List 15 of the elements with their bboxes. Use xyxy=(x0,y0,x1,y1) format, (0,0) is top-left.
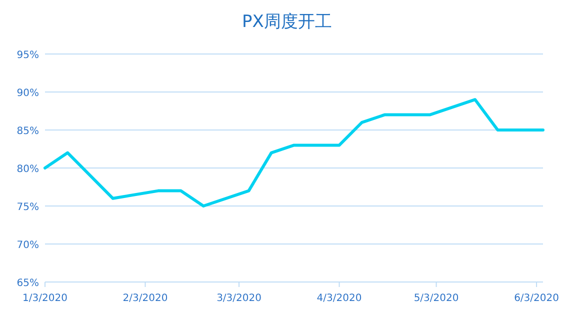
x-tick-label: 3/3/2020 xyxy=(216,293,262,304)
x-tick-label: 4/3/2020 xyxy=(316,293,362,304)
y-tick-label: 65% xyxy=(16,278,39,289)
line-series xyxy=(44,98,544,208)
y-tick-label: 95% xyxy=(16,50,39,61)
chart-title: PX周度开工 xyxy=(242,12,332,32)
y-tick-label: 85% xyxy=(16,126,39,137)
y-tick-label: 75% xyxy=(16,202,39,213)
y-tick-label: 90% xyxy=(16,88,39,99)
y-tick-label: 70% xyxy=(16,240,39,251)
x-tick-label: 1/3/2020 xyxy=(22,293,68,304)
x-tick-label: 2/3/2020 xyxy=(122,293,168,304)
x-tick-label: 6/3/2020 xyxy=(514,293,559,304)
y-tick-label: 80% xyxy=(16,164,39,175)
x-tick-label: 5/3/2020 xyxy=(414,293,459,304)
